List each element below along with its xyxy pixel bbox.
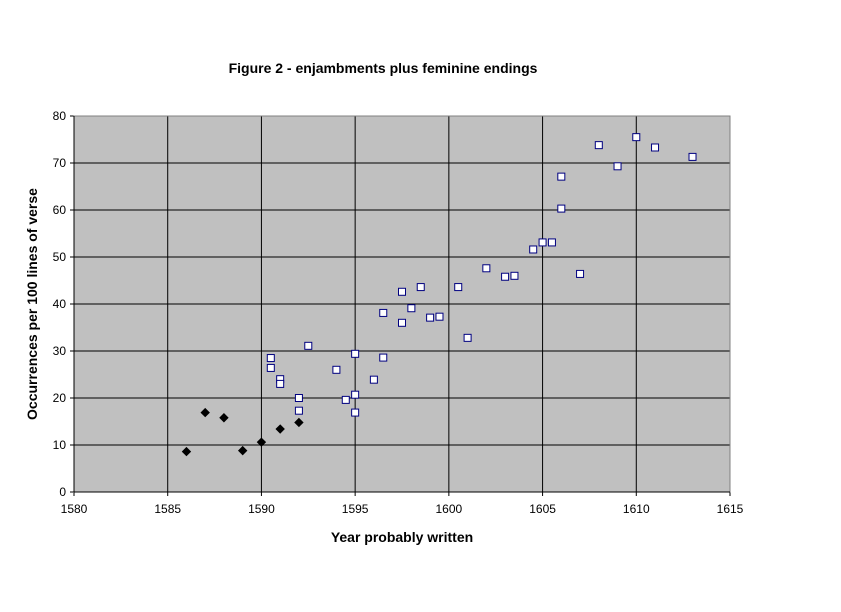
y-tick-label: 0	[59, 485, 66, 499]
data-point-square	[416, 283, 425, 292]
data-point-square	[651, 143, 660, 152]
tick-labels: 1580 1585 1590 1595 1600 1605 1610 1615 0 10 20 30 4…	[53, 109, 744, 516]
data-point-square	[557, 204, 566, 213]
data-point-diamond	[237, 445, 248, 456]
data-point-square	[538, 238, 547, 247]
data-point-square	[294, 406, 303, 415]
data-point-square	[294, 394, 303, 402]
y-tick-label: 50	[53, 250, 67, 264]
data-point-diamond	[200, 407, 210, 418]
data-point-square	[379, 353, 388, 362]
data-point-square	[351, 349, 360, 358]
data-point-square	[501, 272, 510, 281]
data-point-square	[463, 333, 472, 342]
data-point-square	[332, 365, 341, 374]
data-point-diamond	[219, 413, 229, 423]
data-point-square	[529, 245, 538, 254]
data-point-square	[266, 354, 275, 363]
data-point-square	[351, 408, 360, 417]
axes	[70, 115, 731, 496]
data-point-square	[454, 283, 463, 292]
y-tick-label: 80	[53, 109, 67, 123]
x-tick-label: 1600	[436, 502, 463, 516]
data-point-square	[688, 152, 697, 161]
data-point-square	[594, 141, 603, 150]
data-point-square	[266, 363, 275, 372]
data-point-square	[304, 341, 313, 350]
x-tick-label: 1610	[623, 502, 650, 516]
data-point-square	[379, 308, 388, 317]
x-tick-label: 1615	[717, 502, 744, 516]
data-point-square	[369, 375, 378, 384]
data-point-square	[351, 390, 360, 399]
chart-title: Figure 2 - enjambments plus feminine end…	[228, 60, 538, 76]
y-tick-label: 40	[53, 297, 67, 311]
data-point-square	[341, 395, 350, 404]
data-point-diamond	[256, 437, 267, 447]
data-point-square	[510, 271, 519, 280]
x-tick-label: 1585	[154, 502, 181, 516]
data-point-square	[557, 172, 566, 181]
data-point-square	[407, 304, 416, 313]
x-tick-label: 1605	[529, 502, 556, 516]
x-tick-label: 1595	[342, 502, 369, 516]
data-point-square	[398, 318, 406, 327]
data-point-diamond	[294, 417, 304, 428]
data-point-square	[482, 264, 491, 273]
data-point-square	[632, 133, 641, 142]
y-tick-label: 70	[53, 156, 67, 170]
data-point-square	[613, 162, 622, 171]
y-tick-label: 20	[53, 391, 67, 405]
data-point-diamond	[181, 446, 192, 457]
data-point-square	[426, 313, 435, 322]
y-tick-label: 60	[53, 203, 67, 217]
x-tick-label: 1580	[61, 502, 88, 516]
data-point-diamond	[275, 424, 285, 434]
y-tick-label: 30	[53, 344, 67, 358]
data-point-square	[547, 238, 556, 247]
x-tick-label: 1590	[248, 502, 275, 516]
y-axis-label: Occurrences per 100 lines of verse	[24, 188, 40, 420]
data-point-square	[276, 379, 285, 388]
data-point-square	[435, 312, 444, 321]
data-point-square	[398, 287, 406, 296]
y-tick-label: 10	[53, 438, 67, 452]
x-axis-label: Year probably written	[330, 529, 474, 545]
data-point-square	[576, 269, 585, 278]
data-points	[181, 133, 697, 457]
